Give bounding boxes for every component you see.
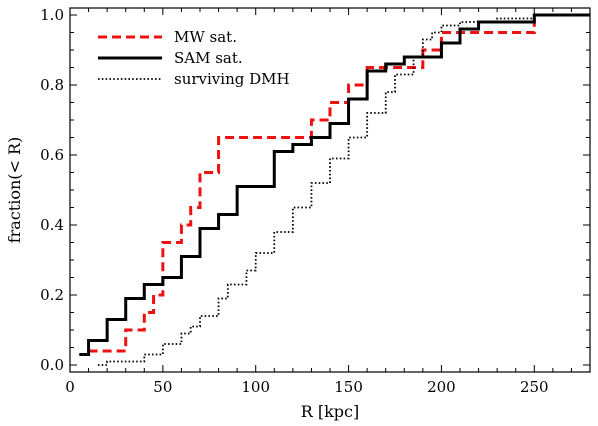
y-axis-title: fraction(< R) bbox=[5, 137, 24, 244]
legend: MW sat. SAM sat. surviving DMH bbox=[98, 28, 290, 88]
x-tick-label: 200 bbox=[427, 378, 456, 396]
legend-label: surviving DMH bbox=[174, 70, 290, 88]
ticks-layer: 0 50 100 150 200 250 0.0 0.2 0.4 0.6 0.8 1.0 bbox=[40, 6, 591, 396]
legend-label: MW sat. bbox=[174, 28, 237, 46]
x-axis-title: R [kpc] bbox=[301, 402, 360, 421]
x-tick-label: 250 bbox=[520, 378, 549, 396]
series-line-surviving-dmh bbox=[97, 14, 590, 366]
x-tick-label: 100 bbox=[241, 378, 270, 396]
y-tick-label: 0.8 bbox=[40, 76, 64, 94]
y-tick-label: 0.4 bbox=[40, 216, 64, 234]
x-tick-label: 150 bbox=[334, 378, 363, 396]
series-line-sam-sat bbox=[79, 13, 590, 356]
x-tick-label: 0 bbox=[65, 378, 75, 396]
x-tick-label: 50 bbox=[153, 378, 172, 396]
series-layer bbox=[79, 13, 590, 366]
plot-frame bbox=[69, 7, 591, 373]
series-line-mw-sat bbox=[88, 15, 536, 353]
y-tick-label: 0.2 bbox=[40, 286, 64, 304]
legend-label: SAM sat. bbox=[174, 49, 243, 67]
y-tick-label: 0.0 bbox=[40, 356, 64, 374]
y-tick-label: 0.6 bbox=[40, 146, 64, 164]
y-tick-label: 1.0 bbox=[40, 6, 64, 24]
